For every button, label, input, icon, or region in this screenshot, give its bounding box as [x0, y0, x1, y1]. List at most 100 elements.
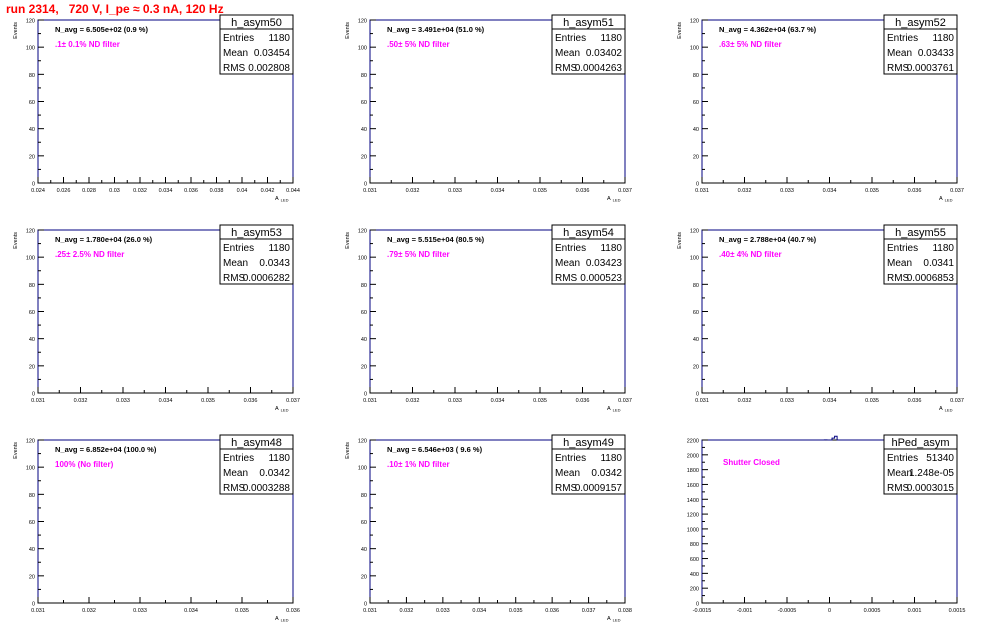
stats-label: RMS — [223, 63, 246, 74]
stats-label: RMS — [555, 273, 578, 284]
x-tick-label: 0.037 — [582, 608, 596, 614]
stats-title: hPed_asym — [891, 437, 949, 449]
y-tick-label: 2200 — [687, 439, 699, 445]
y-tick-label: 100 — [26, 466, 35, 472]
stats-value: 0.03454 — [254, 48, 291, 59]
y-axis-label: Events — [13, 442, 19, 459]
y-axis-label: Events — [13, 232, 19, 249]
x-tick-label: 0.031 — [31, 398, 45, 404]
x-tick-label: 0.032 — [406, 188, 420, 194]
y-tick-label: 120 — [26, 229, 35, 235]
x-tick-label: 0.03 — [109, 188, 120, 194]
x-tick-label: -0.001 — [737, 608, 753, 614]
x-tick-label: 0.034 — [159, 398, 173, 404]
x-axis-label: A LED — [275, 616, 289, 622]
stats-value: 0.0003015 — [907, 483, 955, 494]
x-tick-label: 0.033 — [448, 188, 462, 194]
x-tick-label: 0.033 — [133, 608, 147, 614]
x-axis-label: A LED — [607, 616, 621, 622]
filter-label: .1± 0.1% ND filter — [55, 40, 120, 49]
x-tick-label: 0.033 — [448, 398, 462, 404]
histogram-panel-h_asym55: 0 20 40 60 80 100 120 0.031 0.032 0.033 0.034 0.035… — [677, 224, 964, 413]
stats-label: Entries — [223, 453, 254, 464]
stats-label: Mean — [555, 48, 580, 59]
stats-title: h_asym53 — [231, 227, 282, 239]
stats-box — [551, 448, 626, 495]
y-tick-label: 120 — [690, 19, 699, 25]
stats-title: h_asym50 — [231, 17, 282, 29]
stats-label: RMS — [887, 273, 910, 284]
y-tick-label: 0 — [32, 602, 35, 608]
navg-label: N_avg = 3.491e+04 (51.0 %) — [387, 25, 485, 34]
y-tick-label: 20 — [29, 364, 35, 370]
y-tick-label: 80 — [29, 493, 35, 499]
stats-value: 1180 — [268, 33, 290, 44]
stats-value: 1180 — [600, 453, 622, 464]
x-tick-label: 0.032 — [406, 398, 420, 404]
stats-label: RMS — [555, 63, 578, 74]
histogram-panel-hPed_asym: 0 200 400 600 800 1000 1200 1400 1600 1800 2000 220… — [687, 434, 965, 614]
stats-value: 0.0341 — [923, 258, 954, 269]
x-tick-label: 0.033 — [116, 398, 130, 404]
navg-label: N_avg = 1.780e+04 (26.0 %) — [55, 235, 153, 244]
x-tick-label: 0.037 — [950, 398, 964, 404]
y-tick-label: 40 — [29, 547, 35, 553]
stats-box — [551, 28, 626, 75]
stats-label: Entries — [887, 453, 918, 464]
stats-value: 1180 — [268, 453, 290, 464]
x-tick-label: 0.032 — [133, 188, 147, 194]
y-tick-label: 40 — [361, 547, 367, 553]
stats-title: h_asym49 — [563, 437, 614, 449]
y-tick-label: 40 — [361, 337, 367, 343]
y-tick-label: 80 — [693, 73, 699, 79]
y-tick-label: 20 — [693, 364, 699, 370]
y-axis-label: Events — [677, 22, 683, 39]
y-tick-label: 40 — [29, 127, 35, 133]
histogram-panel-h_asym50: 0 20 40 60 80 100 120 0.024 0.026 0.028 0.03 0.032 0… — [13, 14, 300, 203]
y-tick-label: 60 — [29, 100, 35, 106]
x-tick-label: 0.031 — [363, 188, 377, 194]
navg-label: N_avg = 6.852e+04 (100.0 %) — [55, 445, 157, 454]
y-tick-label: 60 — [29, 310, 35, 316]
y-tick-label: 40 — [693, 337, 699, 343]
x-tick-label: 0.035 — [201, 398, 215, 404]
y-tick-label: 80 — [361, 73, 367, 79]
y-tick-label: 60 — [361, 100, 367, 106]
y-axis-label: Events — [677, 232, 683, 249]
x-tick-label: 0.036 — [576, 188, 590, 194]
x-tick-label: 0.032 — [400, 608, 414, 614]
y-tick-label: 80 — [29, 73, 35, 79]
filter-label: Shutter Closed — [723, 458, 780, 467]
y-tick-label: 100 — [690, 256, 699, 262]
stats-label: Entries — [223, 33, 254, 44]
y-tick-label: 120 — [26, 439, 35, 445]
navg-label: N_avg = 2.788e+04 (40.7 %) — [719, 235, 817, 244]
y-tick-label: 0 — [696, 182, 699, 188]
stats-label: Mean — [887, 258, 912, 269]
y-axis-label: Events — [345, 232, 351, 249]
stats-value: 1180 — [932, 33, 954, 44]
stats-value: 0.0342 — [591, 468, 622, 479]
stats-title: h_asym55 — [895, 227, 946, 239]
y-tick-label: 600 — [690, 557, 699, 563]
stats-value: 0.0004263 — [575, 63, 623, 74]
stats-box — [219, 238, 294, 285]
y-tick-label: 20 — [29, 574, 35, 580]
x-tick-label: 0.036 — [545, 608, 559, 614]
x-tick-label: 0.038 — [618, 608, 632, 614]
x-tick-label: 0.034 — [472, 608, 486, 614]
x-tick-label: -0.0005 — [778, 608, 797, 614]
stats-title: h_asym54 — [563, 227, 614, 239]
navg-label: N_avg = 4.362e+04 (63.7 %) — [719, 25, 817, 34]
stats-label: Entries — [887, 33, 918, 44]
y-tick-label: 120 — [358, 439, 367, 445]
navg-label: N_avg = 6.546e+03 ( 9.6 %) — [387, 445, 483, 454]
y-tick-label: 0 — [364, 602, 367, 608]
x-tick-label: 0.034 — [491, 188, 505, 194]
run-title: run 2314, 720 V, I_pe ≈ 0.3 nA, 120 Hz — [6, 2, 224, 16]
x-tick-label: 0.033 — [780, 398, 794, 404]
stats-box — [219, 448, 294, 495]
filter-label: .63± 5% ND filter — [719, 40, 782, 49]
stats-label: RMS — [555, 483, 578, 494]
x-tick-label: 0.035 — [533, 398, 547, 404]
